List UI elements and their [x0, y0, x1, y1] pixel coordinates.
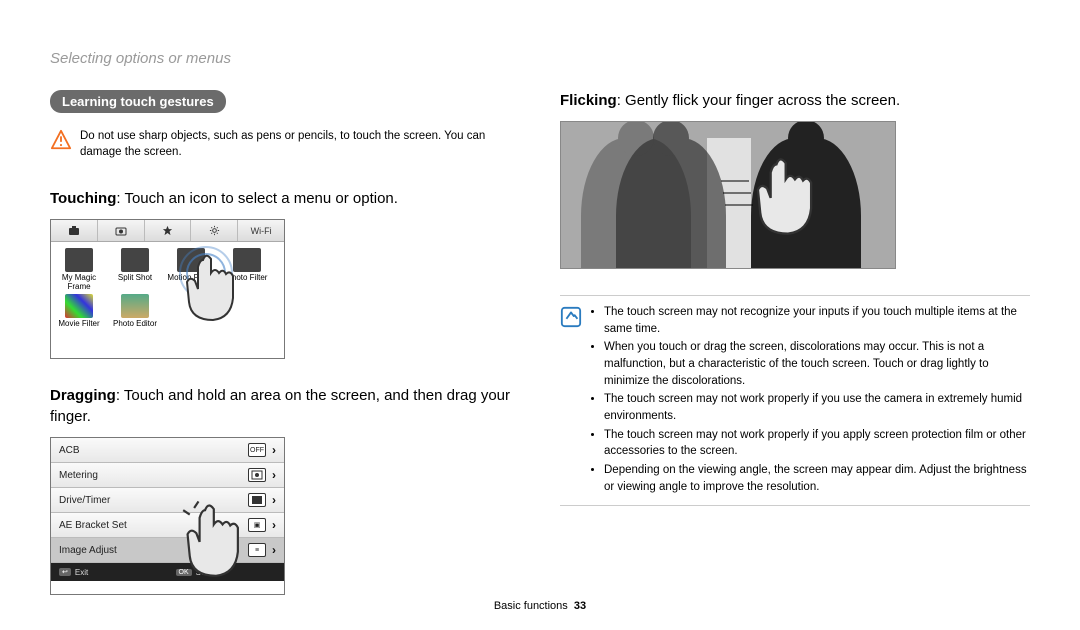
motion-line-icon — [725, 204, 753, 206]
flicking-heading: Flicking: Gently flick your finger acros… — [560, 90, 1030, 111]
touching-illustration: Wi-Fi My Magic Frame Split Shot Motion P… — [50, 219, 285, 359]
page-content: Learning touch gestures Do not use sharp… — [0, 0, 1080, 615]
grid-label: My Magic Frame — [62, 273, 96, 291]
chevron-right-icon: › — [272, 543, 276, 557]
row-label: Metering — [59, 470, 98, 481]
motion-line-icon — [723, 192, 751, 194]
info-list: The touch screen may not recognize your … — [588, 304, 1030, 497]
dragging-desc: : Touch and hold an area on the screen, … — [50, 387, 510, 425]
list-item: The touch screen may not work properly i… — [604, 427, 1030, 460]
tab-camera-icon — [51, 220, 98, 241]
info-icon — [560, 304, 588, 497]
chevron-right-icon: › — [272, 443, 276, 457]
grid-label: Split Shot — [118, 273, 152, 282]
page-footer: Basic functions 33 — [0, 600, 1080, 612]
dragging-illustration: ACB OFF › Metering › Drive/Timer › AE Bra… — [50, 437, 285, 595]
list-item: My Magic Frame — [55, 248, 103, 292]
left-column: Learning touch gestures Do not use sharp… — [50, 90, 520, 595]
dragging-label: Dragging — [50, 387, 116, 404]
footer-page-number: 33 — [574, 600, 586, 612]
footer-section: Basic functions — [494, 600, 568, 612]
flicking-label: Flicking — [560, 92, 617, 109]
hand-icon — [181, 498, 251, 593]
touching-desc: : Touch an icon to select a menu or opti… — [116, 190, 398, 207]
option-icon: OFF — [248, 443, 266, 457]
warning-icon — [50, 129, 74, 160]
touch-tabs: Wi-Fi — [51, 220, 284, 242]
table-row: Metering › — [51, 463, 284, 488]
metering-icon — [248, 468, 266, 482]
table-row: ACB OFF › — [51, 438, 284, 463]
tab-gear-icon — [191, 220, 238, 241]
flicking-illustration — [560, 121, 896, 269]
row-label: ACB — [59, 445, 80, 456]
list-item: The touch screen may not recognize your … — [604, 304, 1030, 337]
back-key-icon: ↩ — [59, 568, 71, 576]
silhouette-ghost — [616, 138, 726, 268]
section-badge: Learning touch gestures — [50, 90, 226, 113]
page-header: Selecting options or menus — [50, 50, 231, 67]
warning-text: Do not use sharp objects, such as pens o… — [80, 129, 520, 160]
row-label: Drive/Timer — [59, 495, 110, 506]
chevron-right-icon: › — [272, 518, 276, 532]
hand-icon — [181, 250, 245, 335]
touching-heading: Touching: Touch an icon to select a menu… — [50, 188, 520, 209]
chevron-right-icon: › — [272, 468, 276, 482]
motion-line-icon — [721, 180, 749, 182]
hand-icon — [751, 152, 825, 251]
flicking-desc: : Gently flick your finger across the sc… — [617, 92, 900, 109]
warning-box: Do not use sharp objects, such as pens o… — [50, 127, 520, 162]
list-item: Depending on the viewing angle, the scre… — [604, 462, 1030, 495]
info-box: The touch screen may not recognize your … — [560, 295, 1030, 506]
touch-grid: My Magic Frame Split Shot Motion Photo P… — [51, 242, 284, 334]
tab-wifi: Wi-Fi — [238, 220, 284, 241]
row-label: Image Adjust — [59, 545, 117, 556]
right-column: Flicking: Gently flick your finger acros… — [560, 90, 1030, 595]
touching-label: Touching — [50, 190, 116, 207]
tab-star-icon — [145, 220, 192, 241]
list-item: Movie Filter — [55, 294, 103, 329]
tab-camera2-icon — [98, 220, 145, 241]
list-item: Photo Editor — [111, 294, 159, 329]
chevron-right-icon: › — [272, 493, 276, 507]
list-item: The touch screen may not work properly i… — [604, 391, 1030, 424]
grid-label: Photo Editor — [113, 319, 157, 328]
row-label: AE Bracket Set — [59, 520, 127, 531]
dragging-heading: Dragging: Touch and hold an area on the … — [50, 385, 520, 427]
list-item: When you touch or drag the screen, disco… — [604, 339, 1030, 389]
grid-label: Movie Filter — [58, 319, 99, 328]
footer-exit: Exit — [75, 568, 88, 577]
list-item: Split Shot — [111, 248, 159, 292]
